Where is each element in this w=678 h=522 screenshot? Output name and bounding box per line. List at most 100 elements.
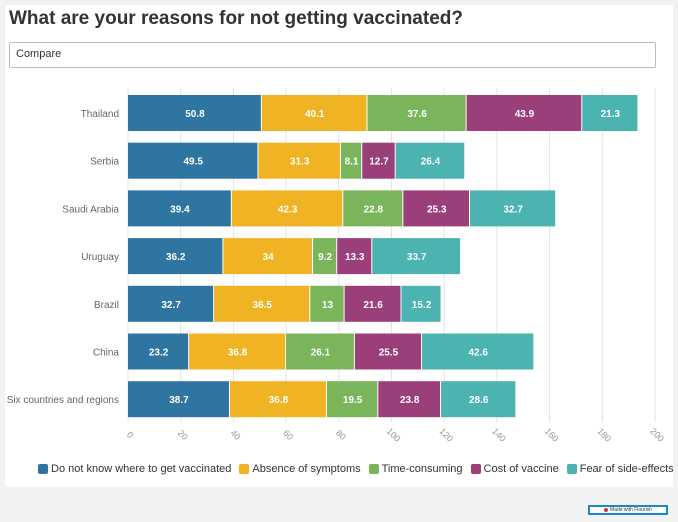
x-tick-label: 40 [228,428,242,442]
data-label: 49.5 [183,157,203,168]
bar-segment [401,285,441,322]
data-label: 32.7 [161,300,181,311]
category-label: Brazil [94,300,119,311]
data-label: 26.4 [421,157,441,168]
legend-item[interactable]: Absence of symptoms [239,463,361,475]
data-label: 38.7 [169,395,189,406]
data-label: 26.1 [311,348,331,359]
bar-segment [189,333,286,370]
data-label: 43.9 [515,109,535,120]
legend-swatch [470,464,481,474]
legend-swatch [38,464,48,474]
legend-label: Fear of side-effects [579,463,674,475]
legend-label: Do not know where to get vaccinated [51,463,232,475]
data-label: 42.6 [468,348,488,359]
data-label: 32.7 [503,204,523,215]
chart-legend: Do not know where to get vaccinated Absen… [38,460,674,478]
data-label: 23.2 [149,348,169,359]
data-label: 42.3 [278,204,298,215]
bar-segment [258,142,340,179]
bar-segment [312,238,337,275]
data-label: 36.2 [166,252,186,263]
data-label: 28.6 [469,395,489,406]
bar-segment [229,381,326,418]
data-label: 22.8 [364,204,384,215]
stacked-bar-chart: 0 20 40 60 80 100 120 140 160 180 200 Thailand 50.8 4… [7,88,666,444]
compare-select[interactable]: Compare [9,42,656,68]
flourish-logo-icon [604,508,609,512]
legend-label: Time-consuming [381,463,463,475]
bar-segment [128,285,214,322]
bar-segment [286,333,354,370]
data-label: 34 [263,252,275,263]
bar-segment [466,95,582,131]
legend-swatch [368,464,379,474]
x-tick-label: 100 [385,426,403,444]
flourish-badge-label: Made with Flourish [610,507,652,513]
legend-item[interactable]: Time-consuming [368,463,463,475]
category-label: China [93,348,120,359]
bar-segment [354,333,422,370]
data-label: 25.5 [379,348,399,359]
x-tick-label: 200 [648,426,666,444]
bar-segment [310,285,344,322]
bar-segment [337,238,372,275]
bar-segment [128,333,189,370]
data-label: 36.8 [269,395,289,406]
bar-segment [441,381,516,418]
bar-segment [372,238,461,275]
data-label: 8.1 [345,157,359,168]
bar-segment [128,95,261,131]
legend-swatch [239,464,250,474]
category-label: Saudi Arabia [62,204,119,215]
x-tick-label: 20 [176,428,190,442]
data-label: 36.8 [228,348,248,359]
bar-segment [362,142,395,179]
bar-segment [223,238,312,275]
data-label: 39.4 [170,204,190,215]
legend-label: Cost of vaccine [483,463,559,475]
x-tick-label: 180 [596,426,614,444]
data-label: 13.3 [345,252,365,263]
legend-item[interactable]: Fear of side-effects [566,463,674,475]
page-title: What are your reasons for not getting va… [9,8,463,29]
bar-segment [128,142,258,179]
x-tick-label: 160 [543,426,561,444]
bar-segment [128,190,231,227]
legend-item[interactable]: Do not know where to get vaccinated [38,463,231,475]
legend-label: Absence of symptoms [252,463,361,475]
bar-segment [378,381,441,418]
category-label: Six countries and regions [7,395,119,406]
bar-segment [340,142,362,179]
category-label: Serbia [90,157,119,168]
data-label: 25.3 [427,204,447,215]
bar-segment [214,285,310,322]
bar-segment [395,142,465,179]
legend-item[interactable]: Cost of vaccine [470,463,559,475]
data-label: 15.2 [412,300,432,311]
data-label: 23.8 [400,395,420,406]
bar-segment [343,190,403,227]
bar-segment [403,190,470,227]
data-label: 31.3 [290,157,310,168]
data-label: 19.5 [343,395,363,406]
legend-swatch [566,464,577,474]
category-label: Uruguay [81,252,119,263]
data-label: 21.3 [601,109,621,120]
x-tick-label: 120 [437,426,455,444]
bar-segment [470,190,556,227]
bar-segment [231,190,343,227]
data-label: 9.2 [318,252,332,263]
bar-segment [582,95,638,131]
bar-segment [128,381,229,418]
x-tick-label: 80 [334,428,348,442]
data-label: 12.7 [369,157,389,168]
bar-segment [422,333,534,370]
bar-segment [326,381,378,418]
flourish-badge[interactable]: Made with Flourish [588,505,668,515]
data-label: 21.6 [363,300,383,311]
bar-segment [367,95,466,131]
x-tick-label: 60 [281,428,295,442]
bar-segment [261,95,367,131]
data-label: 37.6 [407,109,427,120]
